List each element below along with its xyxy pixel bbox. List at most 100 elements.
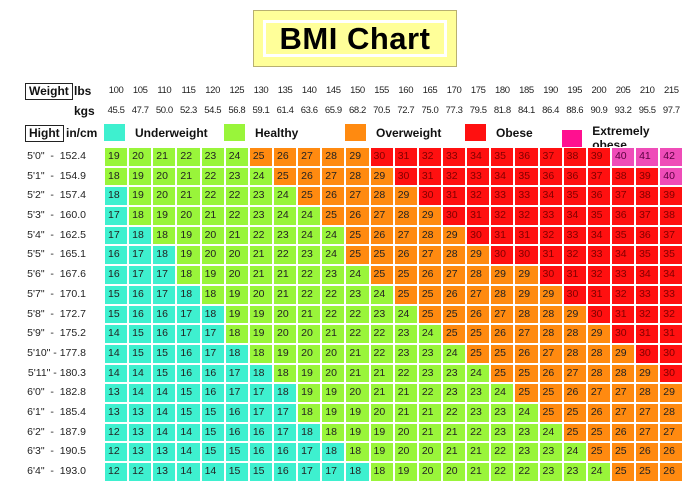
bmi-cell: 39 — [635, 166, 660, 187]
bmi-cell: 25 — [441, 324, 467, 344]
bmi-cell: 29 — [441, 225, 467, 246]
bmi-cell: 31 — [514, 225, 539, 246]
title-frame: BMI Chart — [263, 20, 447, 57]
bmi-cell: 25 — [610, 442, 636, 462]
bmi-cell: 31 — [610, 304, 636, 325]
bmi-cell: 29 — [562, 304, 587, 325]
bmi-cell: 21 — [272, 284, 298, 305]
bmi-cell: 23 — [248, 186, 273, 207]
bmi-cell: 18 — [128, 206, 153, 226]
bmi-cell: 15 — [224, 442, 249, 462]
bmi-cell: 21 — [345, 363, 370, 384]
grid-row: 13 14 14 15 16 17 17 18 19 19 20 21 21 22 23 23 24 25 25 26… — [104, 383, 684, 403]
bmi-cell: 28 — [417, 225, 442, 246]
bmi-cell: 16 — [272, 442, 298, 462]
bmi-cell: 15 — [200, 402, 225, 423]
bmi-cell: 29 — [538, 284, 563, 305]
bmi-cell: 18 — [321, 442, 346, 462]
bmi-cell: 20 — [441, 462, 467, 482]
bmi-cell: 13 — [152, 462, 177, 482]
weight-kgs-tick: 93.2 — [614, 105, 632, 116]
legend-swatch-extreme — [562, 129, 583, 147]
bmi-cell: 23 — [417, 343, 442, 364]
bmi-cell: 18 — [152, 225, 177, 246]
bmi-cell: 20 — [321, 343, 346, 364]
bmi-cell: 27 — [659, 422, 684, 443]
bmi-cell: 29 — [369, 166, 394, 187]
bmi-cell: 28 — [562, 343, 587, 364]
weight-lbs-tick: 135 — [277, 85, 293, 96]
bmi-cell: 23 — [297, 245, 322, 266]
height-label-row: 5'6" - 167.6 — [27, 268, 86, 281]
bmi-cell: 29 — [466, 245, 491, 266]
bmi-cell: 26 — [297, 166, 322, 187]
bmi-cell: 18 — [272, 383, 298, 403]
bmi-cell: 19 — [369, 442, 394, 462]
height-label-row: 5'9" - 175.2 — [27, 327, 86, 340]
bmi-cell: 34 — [466, 147, 491, 167]
weight-kgs-tick: 70.5 — [373, 105, 391, 116]
bmi-cell: 25 — [586, 422, 611, 443]
bmi-cell: 27 — [297, 147, 322, 167]
bmi-cell: 25 — [393, 284, 418, 305]
bmi-cell: 24 — [586, 462, 611, 482]
bmi-cell: 33 — [610, 265, 636, 285]
height-label-row: 5'5" - 165.1 — [27, 248, 86, 261]
weight-kgs-tick: 65.9 — [324, 105, 342, 116]
bmi-cell: 23 — [490, 422, 515, 443]
bmi-cell: 14 — [128, 383, 153, 403]
bmi-cell: 23 — [441, 383, 467, 403]
bmi-cell: 16 — [200, 363, 225, 384]
legend-item-obese: Obese — [465, 124, 533, 141]
height-label-row: 6'3" - 190.5 — [27, 445, 86, 458]
bmi-cell: 19 — [176, 225, 201, 246]
bmi-cell: 25 — [562, 422, 587, 443]
bmi-cell: 23 — [248, 206, 273, 226]
bmi-cell: 30 — [417, 186, 442, 207]
legend-item-healthy: Healthy — [224, 124, 298, 141]
bmi-cell: 19 — [152, 206, 177, 226]
bmi-cell: 18 — [297, 422, 322, 443]
weight-kgs-tick: 59.1 — [252, 105, 270, 116]
bmi-cell: 14 — [176, 442, 201, 462]
bmi-cell: 15 — [176, 383, 201, 403]
bmi-cell: 21 — [393, 383, 418, 403]
bmi-cell: 24 — [514, 402, 539, 423]
bmi-cell: 30 — [538, 265, 563, 285]
bmi-cell: 23 — [224, 166, 249, 187]
bmi-cell: 23 — [417, 363, 442, 384]
bmi-cell: 31 — [538, 245, 563, 266]
weight-kgs-tick: 47.7 — [131, 105, 149, 116]
bmi-cell: 26 — [659, 442, 684, 462]
bmi-cell: 34 — [538, 186, 563, 207]
bmi-cell: 34 — [490, 166, 515, 187]
bmi-cell: 33 — [659, 284, 684, 305]
bmi-cell: 21 — [200, 206, 225, 226]
bmi-cell: 24 — [272, 186, 298, 207]
bmi-cell: 19 — [297, 383, 322, 403]
bmi-cell: 17 — [200, 324, 225, 344]
bmi-cell: 30 — [393, 166, 418, 187]
bmi-cell: 18 — [248, 343, 273, 364]
bmi-cell: 14 — [152, 422, 177, 443]
weight-kgs-tick: 54.5 — [204, 105, 222, 116]
bmi-cell: 36 — [538, 166, 563, 187]
bmi-cell: 26 — [659, 462, 684, 482]
grid-row: 12 12 13 14 14 15 15 16 17 17 18 18 19 20 20 21 22 22 23 23… — [104, 462, 684, 482]
bmi-cell: 20 — [176, 206, 201, 226]
grid-row: 18 19 20 21 22 22 23 24 25 26 27 28 29 30 31 32 33 33 34 35… — [104, 186, 684, 207]
bmi-cell: 31 — [659, 324, 684, 344]
bmi-cell: 15 — [152, 343, 177, 364]
bmi-cell: 38 — [659, 206, 684, 226]
weight-lbs-tick: 195 — [567, 85, 583, 96]
bmi-cell: 13 — [128, 402, 153, 423]
bmi-cell: 41 — [635, 147, 660, 167]
grid-row: 14 14 15 16 16 17 18 18 19 20 21 21 22 23 23 24 25 25 26 27… — [104, 363, 684, 384]
legend-label: Obese — [496, 125, 533, 140]
bmi-cell: 17 — [297, 442, 322, 462]
bmi-cell: 28 — [321, 147, 346, 167]
weight-lbs-tick: 125 — [229, 85, 245, 96]
grid-row: 12 13 14 14 15 16 16 17 18 18 19 19 20 21 21 22 23 23 24 25… — [104, 422, 684, 443]
bmi-cell: 21 — [369, 363, 394, 384]
bmi-cell: 26 — [393, 245, 418, 266]
